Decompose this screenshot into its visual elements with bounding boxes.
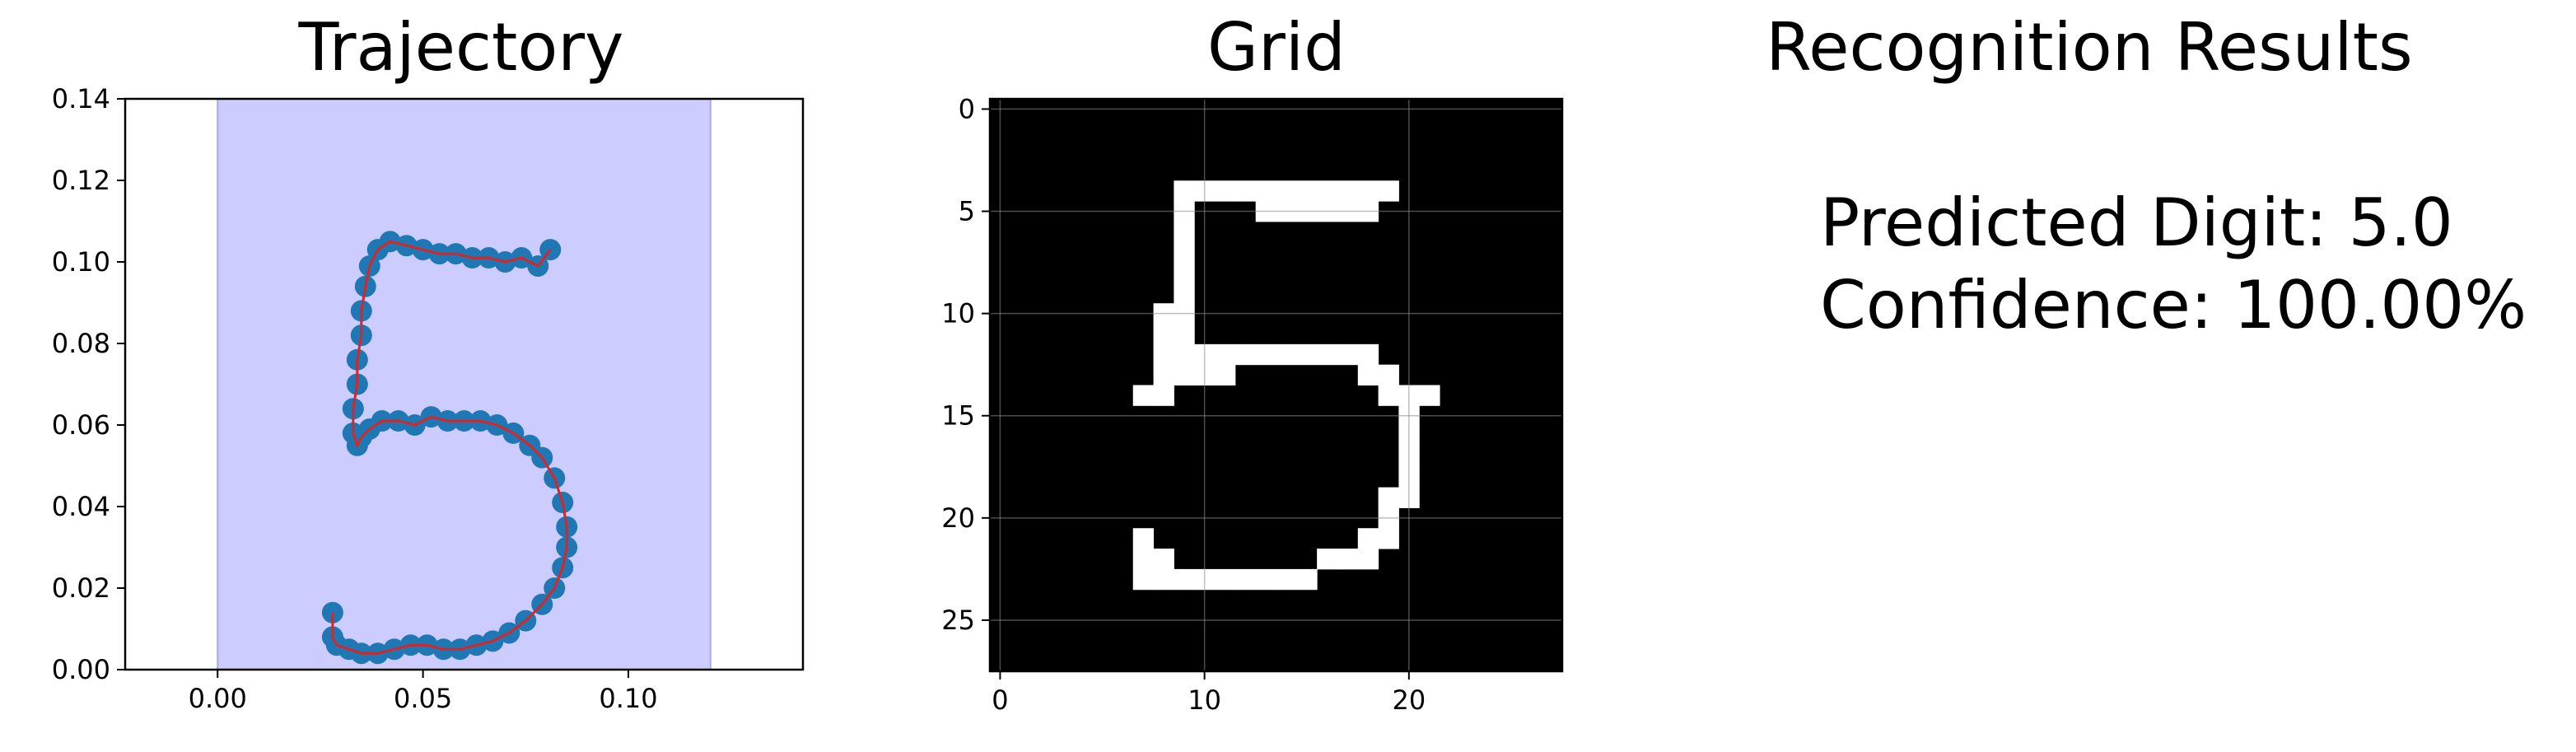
x-tick-label: 0.05: [394, 683, 452, 714]
grid-cell: [1215, 364, 1236, 385]
x-tick-label: 10: [1188, 684, 1221, 716]
grid-frame: [988, 97, 1564, 673]
grid-panel: Grid 0 10 20 0 5 10 15 20 25: [941, 9, 1564, 716]
grid-cell: [1255, 343, 1276, 366]
trajectory-x-ticks: 0.00 0.05 0.10: [189, 670, 658, 714]
grid-cell: [1132, 568, 1155, 591]
grid-cell: [1378, 180, 1399, 202]
y-tick-label: 0.00: [52, 654, 110, 685]
predicted-digit-text: Predicted Digit: 5.0: [1820, 184, 2453, 261]
y-tick-label: 20: [941, 502, 975, 534]
y-tick-label: 25: [941, 605, 975, 636]
grid-cell: [1296, 343, 1318, 366]
trajectory-title: Trajectory: [298, 9, 624, 86]
results-title: Recognition Results: [1766, 9, 2412, 86]
grid-cell: [1317, 180, 1338, 202]
grid-cell: [1132, 549, 1155, 570]
grid-cell: [1132, 528, 1155, 549]
grid-cell: [1174, 262, 1195, 283]
grid-cell: [1153, 549, 1174, 570]
grid-cell: [1357, 549, 1379, 570]
grid-cell: [1174, 343, 1195, 366]
grid-cell: [1174, 241, 1195, 264]
trajectory-plot-area: [124, 97, 805, 671]
grid-cell: [1337, 180, 1359, 202]
y-tick-label: 0.04: [52, 491, 110, 522]
grid-cell: [1357, 343, 1379, 366]
grid-cell: [1215, 568, 1236, 591]
grid-cell: [1174, 568, 1195, 591]
grid-cell: [1296, 180, 1318, 202]
grid-cell: [1174, 221, 1195, 243]
shaded-span: [217, 98, 712, 670]
grid-cell: [1132, 385, 1155, 406]
grid-cell: [1317, 549, 1338, 570]
x-tick-label: 20: [1392, 684, 1426, 716]
grid-cell: [1378, 528, 1399, 549]
grid-cell: [1174, 180, 1195, 202]
x-tick-label: 0.10: [599, 683, 657, 714]
grid-cell: [1255, 180, 1276, 202]
grid-cell: [1215, 343, 1236, 366]
grid-cell: [1174, 324, 1195, 345]
y-tick-label: 0.10: [52, 246, 110, 278]
y-tick-label: 15: [941, 400, 975, 432]
grid-cell: [1419, 385, 1440, 406]
grid-cell: [1234, 180, 1257, 202]
grid-cell: [1337, 343, 1359, 366]
grid-cell: [1153, 568, 1174, 591]
grid-cell: [1234, 568, 1257, 591]
grid-cell: [1255, 568, 1276, 591]
grid-cell: [1317, 343, 1338, 366]
grid-cell: [1276, 180, 1297, 202]
grid-cell: [1153, 364, 1174, 385]
grid-cell: [1357, 528, 1379, 549]
grid-cell: [1357, 180, 1379, 202]
grid-cell: [1378, 385, 1399, 406]
grid-cell: [1337, 549, 1359, 570]
trajectory-line: [331, 240, 568, 655]
grid-cell: [1153, 343, 1174, 366]
y-tick-label: 0.12: [52, 165, 110, 196]
trajectory-y-ticks: 0.00 0.02 0.04 0.06 0.08 0.10 0.12 0.14: [52, 83, 125, 685]
grid-cell: [1276, 343, 1297, 366]
trajectory-frame: [124, 97, 805, 671]
y-tick-label: 0: [959, 93, 975, 124]
grid-plot-area: [988, 97, 1564, 673]
x-tick-label: 0: [992, 684, 1008, 716]
grid-title: Grid: [1207, 9, 1346, 86]
grid-cell: [1153, 324, 1174, 345]
grid-cell: [1378, 364, 1399, 385]
grid-x-ticks: 0 10 20: [992, 671, 1426, 716]
y-tick-label: 0.02: [52, 572, 110, 604]
y-tick-label: 0.08: [52, 328, 110, 359]
confidence-text: Confidence: 100.00%: [1820, 267, 2527, 343]
grid-y-ticks: 0 5 10 15 20 25: [941, 93, 990, 636]
x-tick-label: 0.00: [189, 683, 247, 714]
grid-cell: [1174, 364, 1195, 385]
grid-cell: [1276, 568, 1297, 591]
grid-cell: [1153, 385, 1174, 406]
grid-cell: [1296, 568, 1318, 591]
grid-cell: [1357, 364, 1379, 385]
y-tick-label: 0.14: [52, 83, 110, 114]
results-panel: Recognition Results Predicted Digit: 5.0…: [1766, 9, 2527, 343]
grid-cell: [1234, 343, 1257, 366]
y-tick-label: 10: [941, 298, 975, 329]
grid-cell: [1174, 283, 1195, 304]
trajectory-panel: Trajectory 0.00 0.05 0.10 0.00 0.02 0.04 0.06…: [52, 9, 805, 714]
y-tick-label: 5: [959, 196, 975, 227]
grid-cell: [1215, 180, 1236, 202]
grid-cell: [1378, 487, 1399, 508]
y-tick-label: 0.06: [52, 409, 110, 441]
